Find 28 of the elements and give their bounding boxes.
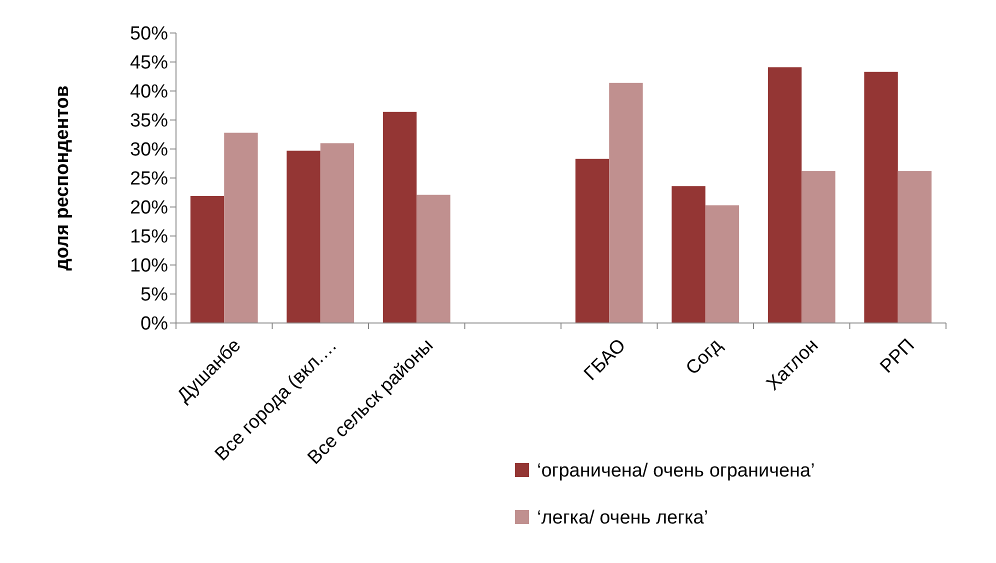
y-tick-label: 10%	[130, 256, 168, 277]
y-tick-label: 35%	[130, 110, 168, 132]
bar	[864, 72, 898, 323]
y-tick-label: 20%	[130, 198, 168, 219]
y-axis-title: доля респондентов	[52, 85, 73, 271]
bar	[575, 158, 610, 323]
bar	[898, 171, 932, 323]
bar	[416, 194, 450, 323]
y-tick-label: 15%	[130, 226, 168, 248]
bar	[672, 186, 706, 323]
y-tick-label: 30%	[130, 140, 168, 161]
bar	[609, 82, 643, 323]
bar	[705, 205, 740, 323]
bar	[768, 67, 802, 323]
legend-label: ‘ограничена/ очень ограничена’	[537, 460, 815, 482]
bar	[320, 143, 354, 323]
bar	[224, 132, 258, 323]
y-tick-label: 50%	[130, 24, 168, 45]
y-tick-label: 0%	[140, 314, 168, 335]
y-tick-label: 45%	[130, 52, 168, 74]
bar	[802, 171, 836, 323]
bar	[382, 112, 417, 323]
y-tick-label: 5%	[140, 284, 168, 306]
bar	[286, 150, 320, 323]
y-tick-label: 40%	[130, 82, 168, 103]
legend-label: ‘легка/ очень легка’	[537, 508, 708, 529]
y-tick-label: 25%	[130, 168, 168, 190]
bar	[190, 196, 224, 323]
